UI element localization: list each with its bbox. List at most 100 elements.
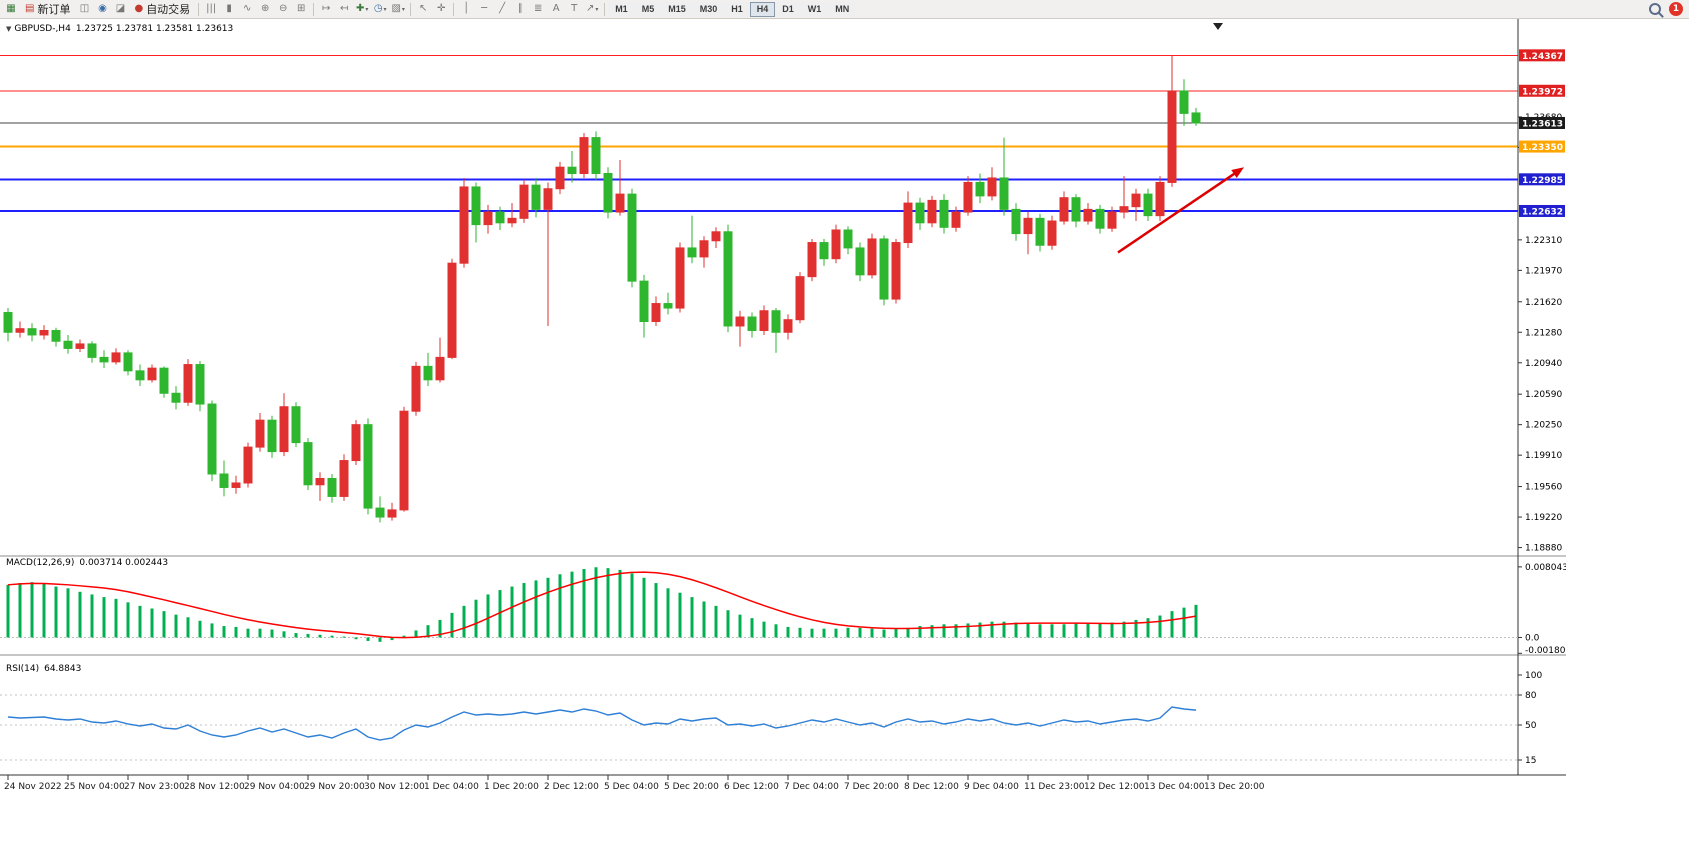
trend-arrow[interactable] bbox=[1117, 167, 1244, 254]
periods-button[interactable]: ◷ ▾ bbox=[371, 1, 389, 17]
svg-text:1.21620: 1.21620 bbox=[1525, 298, 1562, 308]
chart-canvas[interactable]: 1.236801.233401.223101.219701.216201.212… bbox=[0, 19, 1566, 797]
terminal-button[interactable]: ◪ bbox=[111, 1, 129, 17]
svg-text:27 Nov 23:00: 27 Nov 23:00 bbox=[124, 782, 185, 792]
svg-text:29 Nov 20:00: 29 Nov 20:00 bbox=[304, 782, 365, 792]
svg-text:6 Dec 12:00: 6 Dec 12:00 bbox=[724, 782, 779, 792]
tile-windows-button[interactable]: ⊞ bbox=[292, 1, 310, 17]
cursor-icon: ↖ bbox=[418, 3, 428, 14]
timeframe-h1-button[interactable]: H1 bbox=[724, 1, 750, 17]
chart-symbol-period: GBPUSD-,H4 bbox=[14, 24, 71, 34]
terminal-icon: ◪ bbox=[115, 3, 126, 14]
new-order-button[interactable]: ▤ 新订单 bbox=[20, 1, 75, 17]
dropdown-caret: ▾ bbox=[383, 5, 387, 13]
svg-text:1.20940: 1.20940 bbox=[1525, 359, 1562, 369]
line-chart-button[interactable]: ∿ bbox=[238, 1, 256, 17]
chart-header: ▼ GBPUSD-,H4 1.23725 1.23781 1.23581 1.236… bbox=[6, 24, 233, 34]
svg-text:1.22310: 1.22310 bbox=[1525, 236, 1562, 246]
trendline-icon: ╱ bbox=[499, 3, 506, 14]
cursor-button[interactable]: ↖ bbox=[414, 1, 432, 17]
timeframe-m30-button[interactable]: M30 bbox=[692, 1, 725, 17]
zoom-out-button[interactable]: ⊖ bbox=[274, 1, 292, 17]
svg-text:1.19560: 1.19560 bbox=[1525, 483, 1562, 493]
price-level-lines[interactable] bbox=[0, 54, 1518, 212]
zoom-in-icon: ⊕ bbox=[260, 3, 270, 14]
channel-button[interactable]: ∥ bbox=[511, 1, 529, 17]
svg-text:1.19220: 1.19220 bbox=[1525, 513, 1562, 523]
horizontal-line-icon: ─ bbox=[481, 3, 488, 14]
svg-text:1.23350: 1.23350 bbox=[1522, 143, 1563, 153]
svg-text:1.20250: 1.20250 bbox=[1525, 421, 1562, 431]
svg-text:13 Dec 20:00: 13 Dec 20:00 bbox=[1204, 782, 1265, 792]
timeframe-mn-button[interactable]: MN bbox=[828, 1, 857, 17]
crosshair-button[interactable]: ✛ bbox=[432, 1, 450, 17]
dropdown-caret: ▾ bbox=[595, 5, 599, 13]
text-label-icon: T bbox=[571, 3, 578, 14]
line-chart-icon: ∿ bbox=[242, 3, 252, 14]
macd-signal-line bbox=[7, 571, 1197, 639]
svg-text:1.23972: 1.23972 bbox=[1522, 87, 1563, 97]
text-button[interactable]: A bbox=[547, 1, 565, 17]
templates-icon: ▧ bbox=[391, 3, 401, 14]
dropdown-caret: ▾ bbox=[365, 5, 369, 13]
svg-text:9 Dec 04:00: 9 Dec 04:00 bbox=[964, 782, 1019, 792]
horizontal-line-button[interactable]: ─ bbox=[475, 1, 493, 17]
timeframe-m15-button[interactable]: M15 bbox=[661, 1, 693, 17]
svg-text:13 Dec 04:00: 13 Dec 04:00 bbox=[1144, 782, 1205, 792]
zoom-in-button[interactable]: ⊕ bbox=[256, 1, 274, 17]
timeframe-d1-button[interactable]: D1 bbox=[775, 1, 801, 17]
crosshair-icon: ✛ bbox=[436, 3, 446, 14]
trendline-button[interactable]: ╱ bbox=[493, 1, 511, 17]
svg-text:8 Dec 12:00: 8 Dec 12:00 bbox=[904, 782, 959, 792]
timeframe-m5-button[interactable]: M5 bbox=[634, 1, 662, 17]
channel-icon: ∥ bbox=[517, 3, 523, 14]
arrows-icon: ↗ bbox=[585, 3, 595, 14]
arrows-button[interactable]: ↗ ▾ bbox=[583, 1, 601, 17]
svg-text:5 Dec 20:00: 5 Dec 20:00 bbox=[664, 782, 719, 792]
svg-text:1.19910: 1.19910 bbox=[1525, 451, 1562, 461]
chart-shift-button[interactable]: ↤ bbox=[335, 1, 353, 17]
bar-chart-button[interactable]: ||| bbox=[202, 1, 220, 17]
clock-icon: ◷ bbox=[373, 3, 383, 14]
timeframe-w1-button[interactable]: W1 bbox=[800, 1, 829, 17]
market-watch-button[interactable]: ◫ bbox=[75, 1, 93, 17]
candlestick-button[interactable]: ▮ bbox=[220, 1, 238, 17]
toolbar-separator bbox=[453, 2, 455, 16]
notification-badge[interactable]: 1 bbox=[1669, 2, 1683, 16]
auto-scroll-button[interactable]: ↦ bbox=[317, 1, 335, 17]
svg-text:1.24367: 1.24367 bbox=[1522, 52, 1563, 62]
new-chart-button[interactable]: ▦ bbox=[2, 1, 20, 17]
svg-text:50: 50 bbox=[1525, 721, 1537, 731]
svg-text:0.0: 0.0 bbox=[1525, 633, 1540, 643]
search-icon[interactable] bbox=[1649, 3, 1661, 15]
fibonacci-button[interactable]: ≣ bbox=[529, 1, 547, 17]
svg-text:1.22985: 1.22985 bbox=[1522, 176, 1563, 186]
templates-button[interactable]: ▧ ▾ bbox=[389, 1, 407, 17]
indicators-button[interactable]: ✚ ▾ bbox=[353, 1, 371, 17]
svg-text:0.008043: 0.008043 bbox=[1525, 563, 1566, 573]
rsi-value: 64.8843 bbox=[44, 664, 82, 674]
svg-text:1 Dec 04:00: 1 Dec 04:00 bbox=[424, 782, 479, 792]
chart-shift-marker[interactable] bbox=[1213, 23, 1223, 30]
timeframe-m1-button[interactable]: M1 bbox=[608, 1, 635, 17]
macd-name: MACD(12,26,9) bbox=[6, 558, 75, 568]
rsi-indicator-label: RSI(14) 64.8843 bbox=[6, 664, 81, 674]
toolbar-separator bbox=[410, 2, 412, 16]
timeframe-h4-button[interactable]: H4 bbox=[749, 1, 776, 17]
chart-collapse-caret[interactable]: ▼ bbox=[6, 25, 12, 33]
candles-layer bbox=[3, 55, 1201, 523]
svg-text:1.20590: 1.20590 bbox=[1525, 390, 1562, 400]
chart-shift-icon: ↤ bbox=[339, 3, 349, 14]
text-label-button[interactable]: T bbox=[565, 1, 583, 17]
chart-ohlc-values: 1.23725 1.23781 1.23581 1.23613 bbox=[75, 24, 234, 34]
navigator-icon: ◉ bbox=[98, 3, 107, 14]
navigator-button[interactable]: ◉ bbox=[93, 1, 111, 17]
vertical-line-button[interactable]: │ bbox=[457, 1, 475, 17]
svg-text:30 Nov 12:00: 30 Nov 12:00 bbox=[364, 782, 425, 792]
dropdown-caret: ▾ bbox=[401, 5, 405, 13]
svg-text:80: 80 bbox=[1525, 691, 1537, 701]
svg-text:11 Dec 23:00: 11 Dec 23:00 bbox=[1024, 782, 1085, 792]
autotrading-button[interactable]: ● 自动交易 bbox=[129, 1, 195, 17]
toolbar-separator bbox=[313, 2, 315, 16]
